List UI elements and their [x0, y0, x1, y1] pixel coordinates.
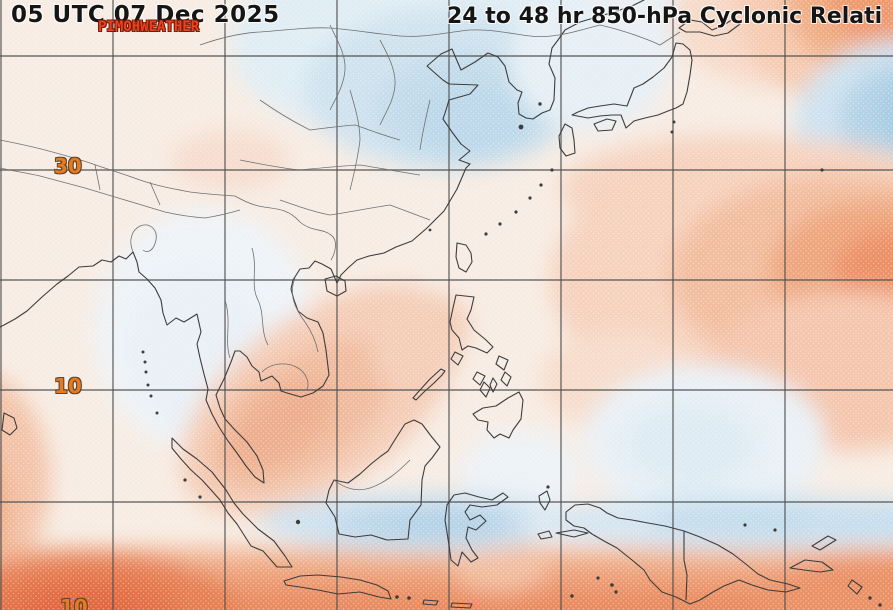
taiwan-hainan-coastline: [324, 242, 473, 297]
lat-label-10s: 10: [60, 595, 88, 610]
sumatra-java-coastline: [171, 437, 473, 609]
map-title: 24 to 48 hr 850-hPa Cyclonic Relati: [447, 4, 883, 29]
borneo-coastline: [325, 419, 441, 541]
new-guinea-coastline: [565, 503, 863, 605]
philippines-coastline: [412, 294, 524, 439]
japan-coastline: [558, 17, 741, 157]
asia-mainland-coastline: [0, 48, 499, 484]
lat-label-10n: 10: [54, 374, 82, 398]
png-border-line: [683, 530, 688, 601]
small-islands: [141, 102, 882, 607]
korea-coastline: [497, 0, 645, 120]
valid-time-title: 05 UTC 07 Dec 2025: [11, 2, 280, 28]
sri-lanka-coastline: [1, 412, 18, 436]
interior-borders: [0, 24, 681, 491]
watermark: PIMOHWEATHER: [98, 19, 200, 35]
lat-label-30n: 30: [54, 154, 82, 178]
sulawesi-moluccas-coastline: [444, 490, 589, 567]
